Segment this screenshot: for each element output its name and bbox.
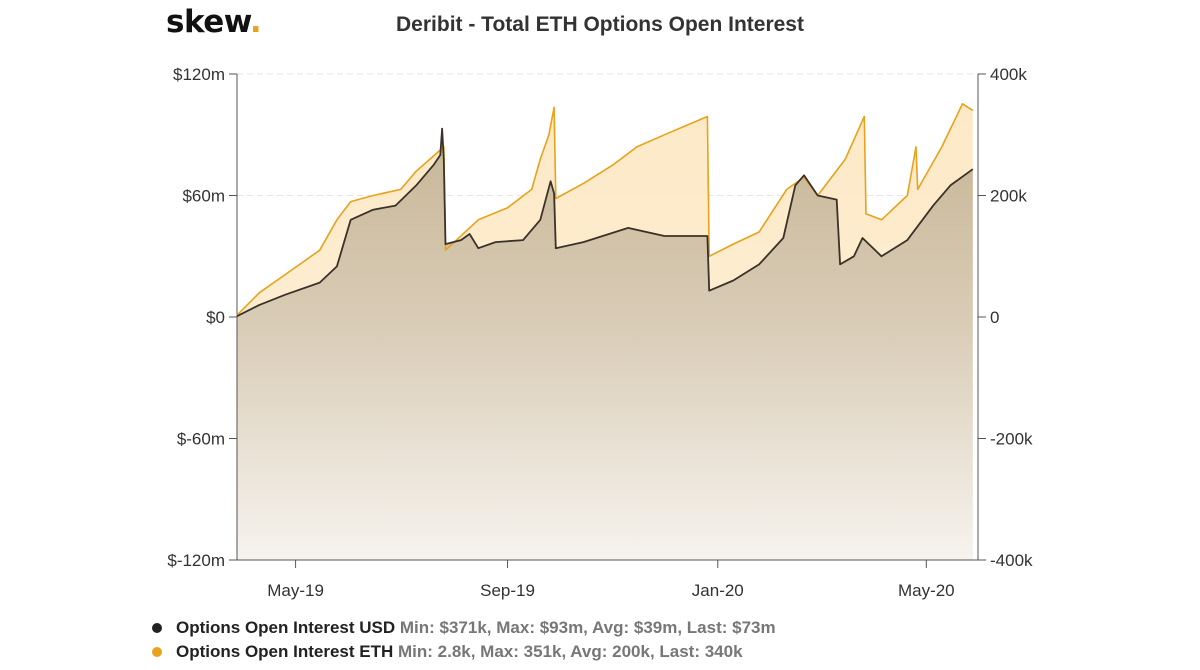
x-tick-label: Jan-20 (692, 581, 744, 600)
y-left-tick-label: $-60m (177, 430, 225, 449)
axes: $120m 400k $60m 200k $0 0 $-60m -200k $-120m -400… (167, 65, 1033, 600)
y-right-tick-label: 0 (990, 308, 999, 327)
x-tick-label: Sep-19 (480, 581, 535, 600)
x-tick-label: May-20 (898, 581, 955, 600)
y-left-tick-label: $60m (182, 187, 225, 206)
y-right-tick-label: -400k (990, 551, 1033, 570)
x-tick-label: May-19 (267, 581, 324, 600)
y-left-tick-label: $-120m (167, 551, 225, 570)
line-eth (236, 103, 974, 316)
legend-item-usd[interactable]: Options Open Interest USD Min: $371k, Ma… (152, 618, 776, 638)
legend-name-usd: Options Open Interest USD (176, 618, 396, 637)
series-areas (237, 103, 973, 561)
y-right-tick-label: 400k (990, 65, 1027, 84)
y-right-tick-label: 200k (990, 187, 1027, 206)
legend-marker-eth (152, 646, 162, 657)
y-left-tick-label: $0 (206, 308, 225, 327)
legend-stats-usd: Min: $371k, Max: $93m, Avg: $39m, Last: … (399, 618, 776, 637)
series-lines (236, 103, 974, 318)
skew-logo: skew. (166, 4, 262, 40)
legend-item-eth[interactable]: Options Open Interest ETH Min: 2.8k, Max… (152, 642, 743, 662)
legend-marker-usd (152, 622, 162, 633)
y-left-tick-label: $120m (173, 65, 225, 84)
legend-stats-eth: Min: 2.8k, Max: 351k, Avg: 200k, Last: 3… (397, 642, 743, 661)
line-usd (236, 127, 974, 318)
chart-title: Deribit - Total ETH Options Open Interes… (396, 13, 804, 36)
y-right-tick-label: -200k (990, 430, 1033, 449)
area-usd (237, 128, 973, 560)
legend-name-eth: Options Open Interest ETH (176, 642, 394, 661)
